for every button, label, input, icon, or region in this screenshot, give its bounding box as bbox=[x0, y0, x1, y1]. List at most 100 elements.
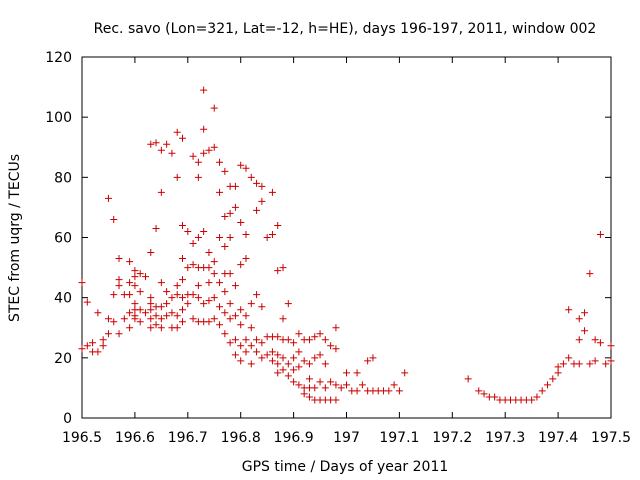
data-point bbox=[253, 179, 261, 187]
data-point bbox=[316, 351, 324, 359]
data-point bbox=[200, 125, 208, 133]
data-point bbox=[163, 140, 171, 148]
data-point bbox=[385, 387, 393, 395]
x-axis-label: GPS time / Days of year 2011 bbox=[242, 459, 449, 475]
data-point bbox=[591, 336, 599, 344]
x-tick-label: 197.5 bbox=[591, 430, 631, 446]
data-point bbox=[332, 345, 340, 353]
data-point bbox=[337, 384, 345, 392]
data-point bbox=[274, 351, 282, 359]
data-point bbox=[216, 188, 224, 196]
data-point bbox=[290, 354, 298, 362]
data-point bbox=[126, 309, 134, 317]
data-point bbox=[115, 255, 123, 263]
data-point bbox=[575, 315, 583, 323]
data-point bbox=[157, 315, 165, 323]
data-point bbox=[258, 354, 266, 362]
data-point bbox=[147, 294, 155, 302]
data-point bbox=[253, 336, 261, 344]
data-point bbox=[258, 339, 266, 347]
data-point bbox=[274, 221, 282, 229]
data-point bbox=[237, 306, 245, 314]
data-point bbox=[115, 276, 123, 284]
data-point bbox=[607, 342, 615, 350]
data-point bbox=[147, 324, 155, 332]
data-point bbox=[221, 330, 229, 338]
data-point bbox=[173, 312, 181, 320]
data-point bbox=[157, 324, 165, 332]
data-point bbox=[200, 300, 208, 308]
data-point bbox=[99, 342, 107, 350]
data-point bbox=[554, 369, 562, 377]
data-point bbox=[390, 381, 398, 389]
data-point bbox=[110, 215, 118, 223]
data-point bbox=[353, 369, 361, 377]
data-point bbox=[231, 312, 239, 320]
data-point bbox=[179, 306, 187, 314]
data-point bbox=[147, 249, 155, 257]
data-point bbox=[131, 267, 139, 275]
data-point bbox=[247, 300, 255, 308]
data-point bbox=[279, 366, 287, 374]
y-tick-label: 100 bbox=[45, 110, 72, 126]
data-point bbox=[184, 264, 192, 272]
data-point bbox=[332, 324, 340, 332]
data-point bbox=[179, 221, 187, 229]
data-point bbox=[242, 336, 250, 344]
data-point bbox=[205, 297, 213, 305]
y-tick-label: 20 bbox=[54, 351, 72, 367]
data-point bbox=[179, 134, 187, 142]
data-point bbox=[586, 270, 594, 278]
data-point bbox=[268, 357, 276, 365]
x-tick-label: 196.9 bbox=[274, 430, 314, 446]
data-point bbox=[237, 218, 245, 226]
data-point bbox=[284, 300, 292, 308]
data-point bbox=[274, 360, 282, 368]
data-points bbox=[78, 86, 615, 404]
data-point bbox=[290, 339, 298, 347]
data-point bbox=[231, 351, 239, 359]
data-point bbox=[83, 342, 91, 350]
data-point bbox=[602, 360, 610, 368]
y-axis-label: STEC from uqrg / TECUs bbox=[7, 154, 23, 322]
data-point bbox=[343, 369, 350, 377]
data-point bbox=[300, 390, 308, 398]
data-point bbox=[528, 396, 536, 404]
data-point bbox=[200, 86, 208, 94]
data-point bbox=[110, 291, 118, 299]
data-point bbox=[163, 312, 171, 320]
data-point bbox=[152, 224, 160, 232]
data-point bbox=[305, 360, 313, 368]
data-point bbox=[596, 230, 604, 238]
data-point bbox=[300, 357, 308, 365]
data-point bbox=[216, 321, 224, 329]
data-point bbox=[538, 387, 546, 395]
y-tick-label: 40 bbox=[54, 291, 72, 307]
data-point bbox=[141, 273, 149, 281]
data-point bbox=[253, 348, 261, 356]
data-point bbox=[581, 327, 589, 335]
data-point bbox=[311, 333, 319, 341]
data-point bbox=[173, 173, 181, 181]
data-point bbox=[607, 357, 615, 365]
data-point bbox=[268, 230, 276, 238]
data-point bbox=[475, 387, 483, 395]
data-point bbox=[237, 161, 245, 169]
data-point bbox=[194, 294, 202, 302]
data-point bbox=[216, 279, 224, 287]
data-point bbox=[216, 234, 224, 241]
data-point bbox=[200, 149, 208, 157]
data-point bbox=[321, 336, 329, 344]
data-point bbox=[179, 276, 187, 284]
data-point bbox=[327, 378, 335, 386]
data-point bbox=[242, 255, 250, 263]
data-point bbox=[231, 182, 239, 190]
data-point bbox=[231, 336, 239, 344]
data-point bbox=[253, 206, 261, 214]
data-point bbox=[327, 342, 335, 350]
data-point bbox=[596, 339, 604, 347]
data-point bbox=[147, 306, 155, 314]
data-point bbox=[533, 393, 541, 401]
data-point bbox=[179, 294, 187, 302]
data-point bbox=[194, 158, 202, 166]
